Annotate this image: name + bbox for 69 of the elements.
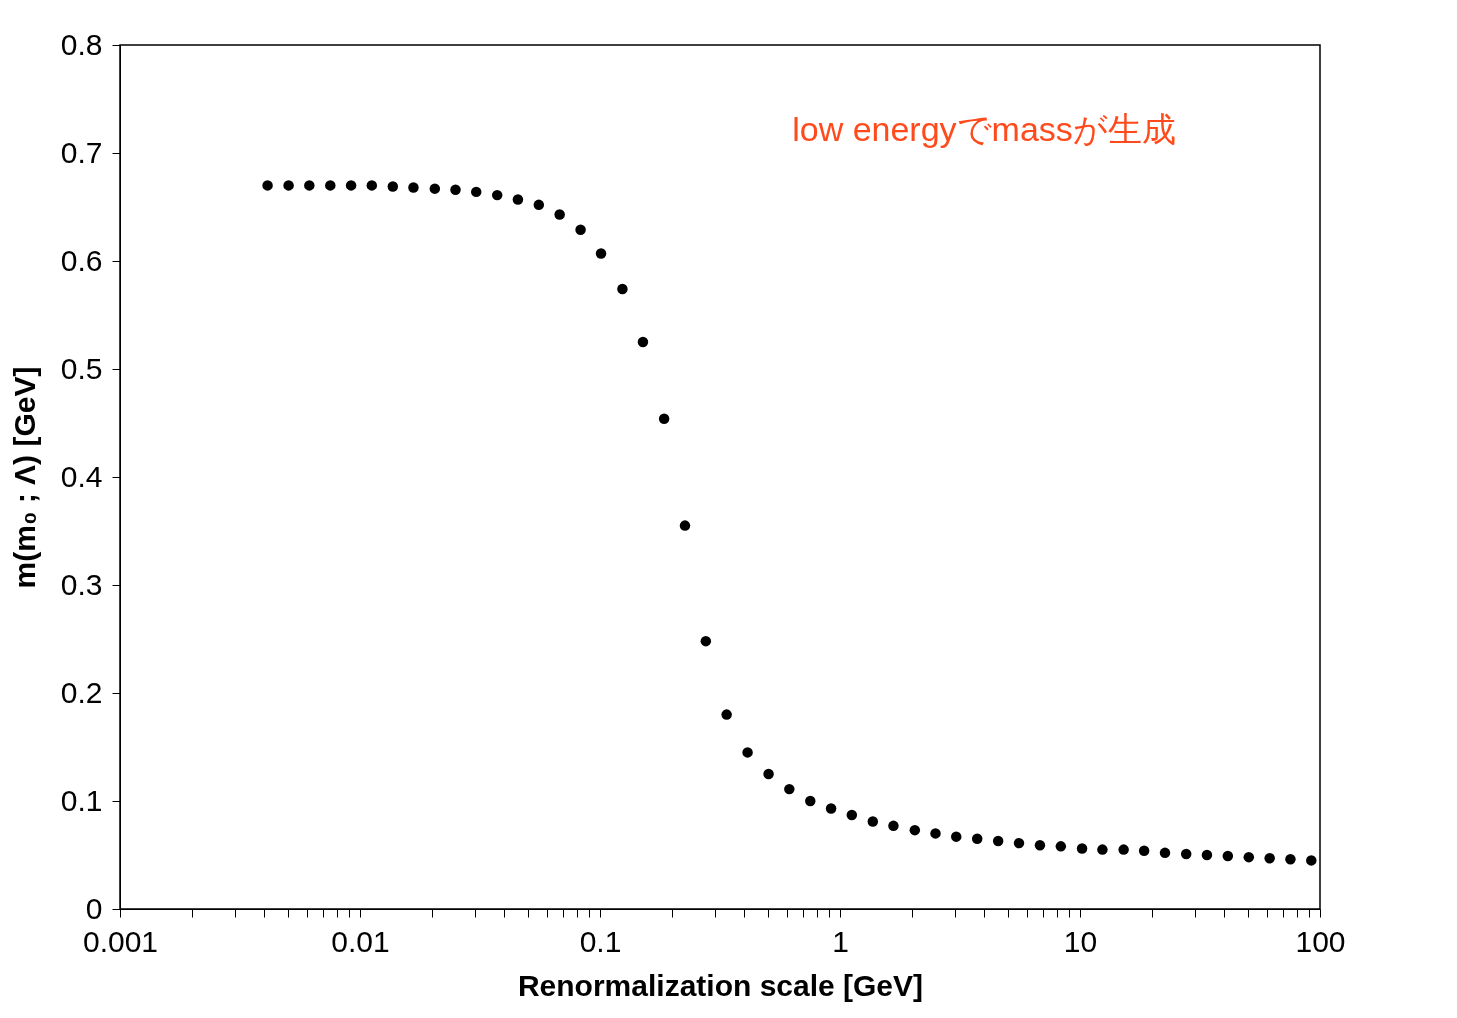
y-tick-label: 0.4 <box>60 459 103 493</box>
point <box>930 828 941 839</box>
point <box>325 180 336 191</box>
x-tick-label: 0.1 <box>579 924 622 958</box>
point <box>429 183 441 194</box>
point <box>992 835 1004 847</box>
point <box>1159 847 1171 859</box>
point <box>679 520 691 531</box>
point <box>595 248 607 259</box>
point <box>1264 853 1275 864</box>
point <box>283 180 294 191</box>
x-tick-label: 100 <box>1295 924 1346 958</box>
point <box>470 186 482 198</box>
point <box>554 209 565 220</box>
point <box>1201 849 1213 861</box>
x-tick-label: 0.001 <box>82 924 159 958</box>
point <box>742 747 753 758</box>
point <box>617 283 628 295</box>
point <box>1306 855 1317 866</box>
point <box>1055 841 1067 852</box>
y-tick-label: 0.3 <box>60 567 103 601</box>
point <box>366 180 378 191</box>
point <box>1180 848 1192 860</box>
point <box>533 199 545 211</box>
point <box>909 824 921 836</box>
y-tick-label: 0.7 <box>60 135 103 169</box>
point <box>304 180 315 191</box>
x-tick-label: 0.01 <box>331 924 390 958</box>
x-axis-title: Renormalization scale [GeV] <box>517 968 924 1002</box>
point <box>262 180 273 191</box>
y-tick-label: 0.1 <box>60 783 103 817</box>
point <box>950 831 962 842</box>
point <box>450 184 461 195</box>
annotation: low energyでmassが生成 <box>792 110 1176 149</box>
y-tick-label: 0.8 <box>60 27 103 61</box>
point <box>700 635 712 647</box>
point <box>512 194 524 205</box>
point <box>846 809 858 821</box>
point <box>1285 854 1296 865</box>
point <box>1222 850 1234 862</box>
y-axis-title: m(m₀ ; Λ) [GeV] <box>7 366 41 589</box>
y-tick-label: 0.6 <box>60 243 103 277</box>
point <box>491 189 503 201</box>
point <box>1097 844 1108 855</box>
point <box>825 803 837 814</box>
point <box>763 768 774 780</box>
point <box>971 833 983 845</box>
point <box>387 181 399 192</box>
point <box>867 816 879 827</box>
y-tick-label: 0.5 <box>60 351 103 385</box>
point <box>1118 844 1129 855</box>
point <box>888 820 899 832</box>
point <box>345 180 357 191</box>
point <box>1138 845 1150 856</box>
x-tick-label: 1 <box>832 924 849 958</box>
point <box>784 783 795 795</box>
point <box>1076 843 1088 854</box>
point <box>805 795 816 807</box>
point <box>1013 837 1025 849</box>
point <box>1034 840 1046 851</box>
point <box>575 224 586 235</box>
y-tick-label: 0.2 <box>60 675 103 709</box>
point <box>721 709 732 720</box>
point <box>637 336 649 348</box>
point <box>408 182 419 193</box>
point <box>1243 851 1255 863</box>
point <box>658 413 670 424</box>
x-tick-label: 10 <box>1063 924 1098 958</box>
y-tick-label: 0 <box>85 891 103 925</box>
